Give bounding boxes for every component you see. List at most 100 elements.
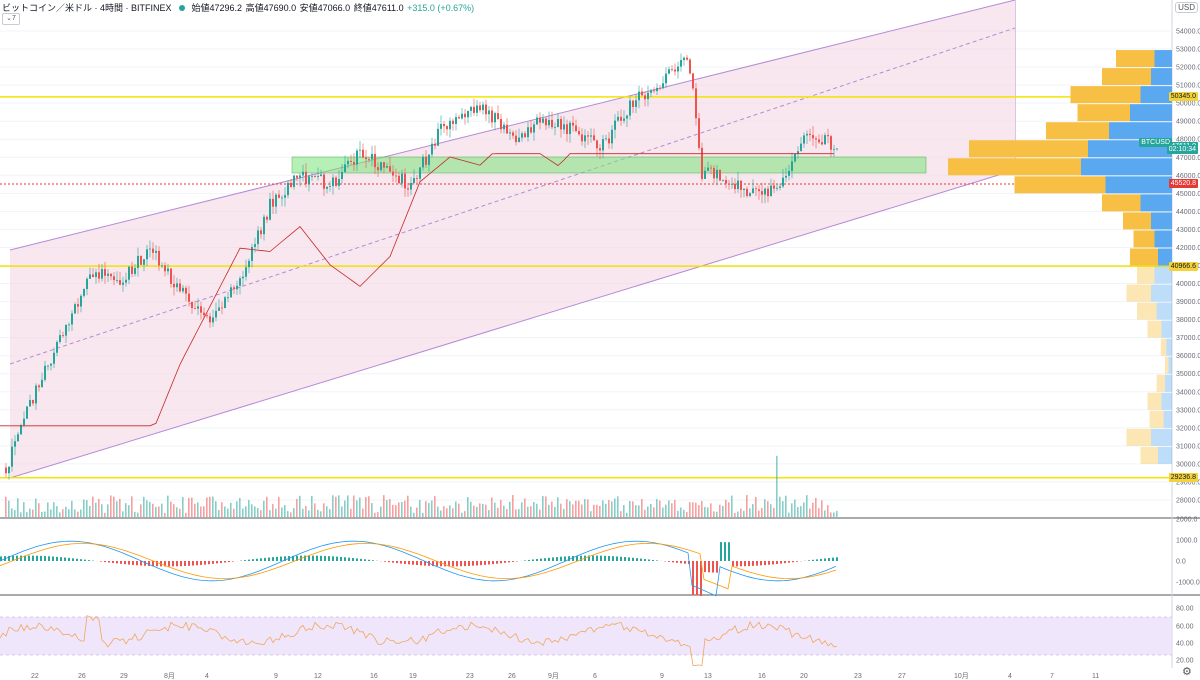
candle-body (272, 198, 274, 207)
volume-bar (260, 510, 262, 517)
support-zone (291, 156, 927, 174)
macd-histogram-bar (792, 561, 794, 563)
volume-bar (581, 504, 583, 517)
macd-histogram-bar (176, 561, 178, 567)
candle-body (770, 185, 772, 197)
volume-bar (326, 506, 328, 517)
candle-body (548, 119, 550, 126)
candle-body (725, 179, 727, 184)
volume-bar (308, 510, 310, 517)
candle-body (572, 122, 574, 126)
macd-histogram-bar (248, 559, 250, 561)
gear-icon[interactable]: ⚙ (1182, 666, 1192, 678)
macd-signal-line (0, 542, 837, 590)
candle-body (347, 160, 349, 165)
macd-histogram-bar (396, 561, 398, 564)
candle-body (251, 246, 253, 261)
macd-histogram-bar (472, 561, 474, 566)
volume-bar (587, 499, 589, 517)
candle-body (425, 156, 427, 165)
candle-body (482, 104, 484, 111)
candle-body (320, 174, 322, 177)
rsi-band (0, 617, 1172, 655)
macd-histogram-bar (352, 558, 354, 561)
macd-axis-label: 2000.0 (1176, 517, 1198, 524)
candle-body (167, 268, 169, 272)
candle-body (671, 69, 673, 71)
volume-profile-bar-down (1046, 122, 1109, 140)
volume-bar (716, 511, 718, 517)
candle-body (350, 160, 352, 162)
macd-histogram-bar (456, 561, 458, 567)
volume-profile-bar-up (1163, 410, 1172, 428)
volume-bar (449, 505, 451, 517)
macd-histogram-bar (788, 561, 790, 563)
symbol-title[interactable]: ビットコイン／米ドル · 4時間 · BITFINEX (2, 3, 172, 13)
rsi-axis-label: 80.00 (1176, 606, 1194, 613)
candle-body (188, 293, 190, 302)
candle-body (476, 105, 478, 113)
macd-line (0, 540, 837, 597)
price-axis-label: 32000.0 (1176, 425, 1200, 432)
candle-body (623, 118, 625, 121)
candle-body (242, 276, 244, 279)
macd-histogram-bar (464, 561, 466, 567)
macd-histogram-bar (12, 555, 14, 561)
volume-bar (344, 500, 346, 517)
volume-profile-bar-up (1165, 374, 1172, 392)
macd-histogram-bar (56, 556, 58, 561)
candle-body (20, 425, 22, 435)
macd-histogram-bar (116, 561, 118, 564)
volume-bar (68, 509, 70, 517)
price-axis-label: 52000.0 (1176, 65, 1200, 72)
volume-bar (311, 495, 313, 517)
volume-bar (20, 512, 22, 517)
candle-body (77, 304, 79, 307)
macd-histogram-bar (448, 561, 450, 567)
candle-body (356, 150, 358, 165)
macd-histogram-bar (188, 561, 190, 566)
volume-profile-bar-down (1116, 50, 1155, 68)
volume-bar (689, 502, 691, 517)
candle-body (329, 186, 331, 187)
volume-bar (299, 495, 301, 517)
macd-histogram-bar (276, 556, 278, 561)
regression-channel-fill (10, 0, 1015, 478)
candle-body (359, 149, 361, 151)
volume-bar (605, 503, 607, 517)
volume-bar (536, 503, 538, 517)
volume-bar (365, 497, 367, 517)
candle-body (158, 250, 160, 266)
volume-bar (695, 502, 697, 517)
volume-bar (467, 497, 469, 517)
candle-body (431, 143, 433, 155)
candle-body (530, 127, 532, 133)
candle-body (239, 278, 241, 286)
macd-histogram-bar (360, 558, 362, 561)
candle-body (212, 317, 214, 323)
open-value: 始値47296.2 (191, 3, 243, 13)
macd-histogram-bar (272, 557, 274, 561)
volume-bar (194, 503, 196, 517)
candle-body (314, 176, 316, 177)
volume-bar (224, 506, 226, 517)
volume-bar (455, 501, 457, 517)
macd-histogram-bar (72, 558, 74, 561)
low-value: 安値47066.0 (299, 3, 351, 13)
currency-selector[interactable]: USD (1175, 2, 1198, 13)
candle-body (404, 173, 406, 189)
macd-histogram-bar (760, 561, 762, 566)
indicator-collapse-button[interactable]: ⌄7 (2, 13, 20, 25)
candle-body (113, 276, 115, 281)
macd-histogram-bar (632, 557, 634, 561)
candle-body (557, 118, 559, 127)
volume-bar (809, 508, 811, 517)
volume-bar (275, 508, 277, 517)
macd-histogram-bar (348, 557, 350, 561)
volume-bar (29, 508, 31, 517)
time-axis-label: 23 (466, 673, 474, 680)
candle-body (710, 167, 712, 169)
volume-bar (830, 512, 832, 517)
volume-bar (341, 506, 343, 517)
